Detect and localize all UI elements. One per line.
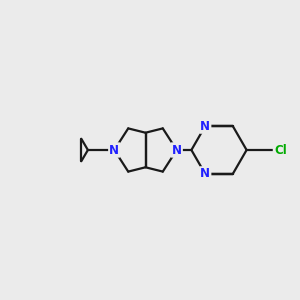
- Text: N: N: [109, 143, 119, 157]
- Text: N: N: [172, 143, 182, 157]
- Text: N: N: [200, 167, 210, 180]
- Text: Cl: Cl: [274, 143, 287, 157]
- Text: N: N: [200, 120, 210, 133]
